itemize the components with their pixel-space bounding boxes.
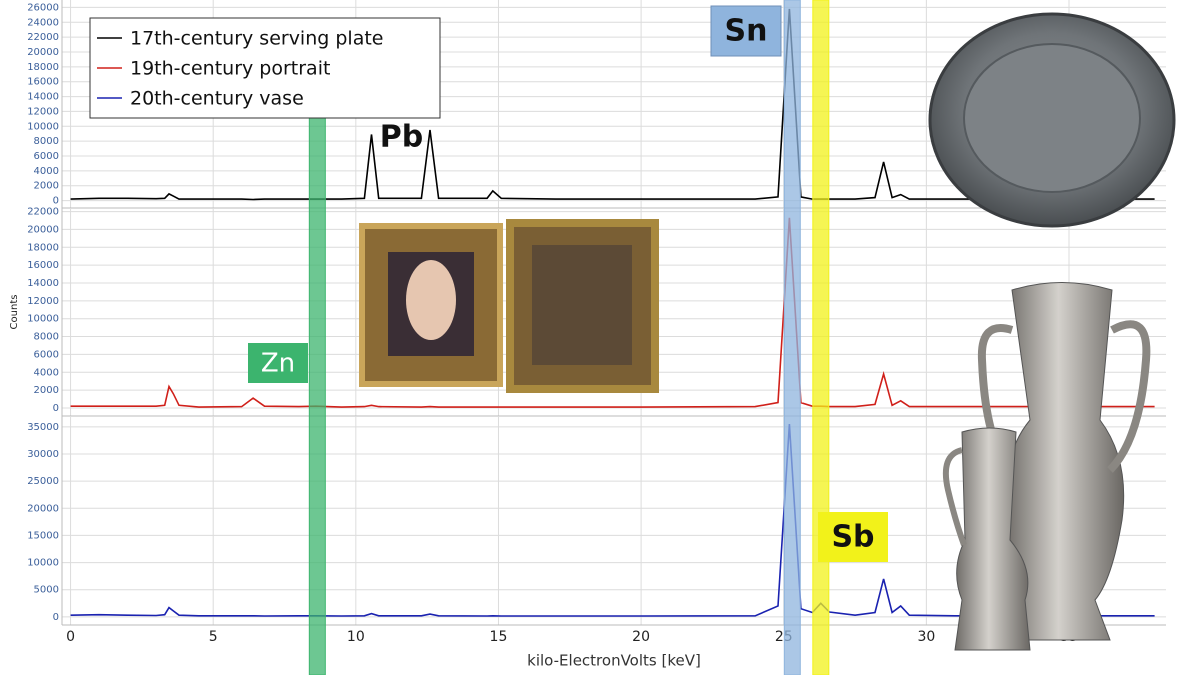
x-tick-label: 5	[209, 629, 218, 645]
labels: Pb Counts kilo-ElectronVolts [keV] Zn Sn Sb 17…	[9, 5, 888, 670]
y-tick-label: 0	[53, 403, 59, 414]
highlight-band	[812, 0, 830, 676]
vase-small	[954, 427, 1031, 651]
y-tick-label: 8000	[34, 332, 59, 343]
element-label-box	[710, 5, 782, 57]
y-tick-label: 26000	[27, 2, 59, 13]
y-tick-label: 4000	[34, 166, 59, 177]
element-label: Sn	[725, 14, 768, 49]
y-tick-label: 15000	[27, 530, 59, 541]
y-tick-label: 18000	[27, 242, 59, 253]
x-tick-label: 20	[632, 629, 650, 645]
element-label: Sb	[831, 520, 874, 555]
legend-label: 17th-century serving plate	[130, 28, 383, 50]
y-tick-label: 20000	[27, 224, 59, 235]
y-tick-label: 0	[53, 612, 59, 623]
y-tick-label: 2000	[34, 181, 59, 192]
vase-handle	[942, 447, 967, 547]
y-tick-label: 12000	[27, 106, 59, 117]
y-tick-label: 12000	[27, 296, 59, 307]
highlight-band	[308, 117, 326, 676]
y-tick-label: 2000	[34, 385, 59, 396]
legend-box	[89, 17, 441, 119]
plate-well	[963, 43, 1141, 193]
spectrum-line	[70, 424, 1155, 617]
y-axis-label: Counts	[9, 295, 20, 330]
y-tick-label: 0	[53, 196, 59, 207]
element-label-box	[248, 343, 308, 383]
x-axis-label: kilo-ElectronVolts [keV]	[527, 652, 701, 670]
portrait-figure	[406, 260, 456, 340]
legend-label: 20th-century vase	[130, 88, 304, 110]
y-tick-label: 14000	[27, 92, 59, 103]
y-tick-label: 22000	[27, 32, 59, 43]
y-tick-label: 4000	[34, 367, 59, 378]
y-tick-label: 16000	[27, 260, 59, 271]
vase-handle	[1107, 320, 1151, 473]
legend-label: 19th-century portrait	[130, 58, 330, 80]
y-tick-label: 20000	[27, 47, 59, 58]
x-tick-label: 15	[490, 629, 508, 645]
y-tick-label: 35000	[27, 422, 59, 433]
y-tick-label: 6000	[34, 151, 59, 162]
highlight-bands	[308, 0, 830, 676]
element-label-box	[818, 512, 888, 562]
spectra	[70, 8, 1155, 617]
highlight-band	[783, 0, 801, 676]
y-tick-label: 25000	[27, 476, 59, 487]
spectrum-line	[70, 217, 1155, 408]
x-tick-label: 30	[917, 629, 935, 645]
element-label: Pb	[380, 120, 423, 155]
y-tick-label: 22000	[27, 207, 59, 218]
y-tick-label: 20000	[27, 503, 59, 514]
spectrum-line	[70, 8, 1155, 201]
y-tick-label: 14000	[27, 278, 59, 289]
illustrations	[359, 12, 1176, 651]
y-tick-label: 5000	[34, 585, 59, 596]
y-tick-label: 30000	[27, 449, 59, 460]
y-tick-label: 24000	[27, 17, 59, 28]
element-label: Zn	[261, 349, 295, 379]
y-tick-label: 10000	[27, 558, 59, 569]
y-tick-label: 10000	[27, 121, 59, 132]
y-tick-label: 16000	[27, 77, 59, 88]
y-tick-label: 18000	[27, 62, 59, 73]
x-tick-label: 0	[66, 629, 75, 645]
x-tick-label: 10	[347, 629, 365, 645]
y-tick-label: 8000	[34, 136, 59, 147]
y-tick-label: 10000	[27, 314, 59, 325]
portrait-back-panel	[532, 245, 632, 365]
y-tick-label: 6000	[34, 349, 59, 360]
